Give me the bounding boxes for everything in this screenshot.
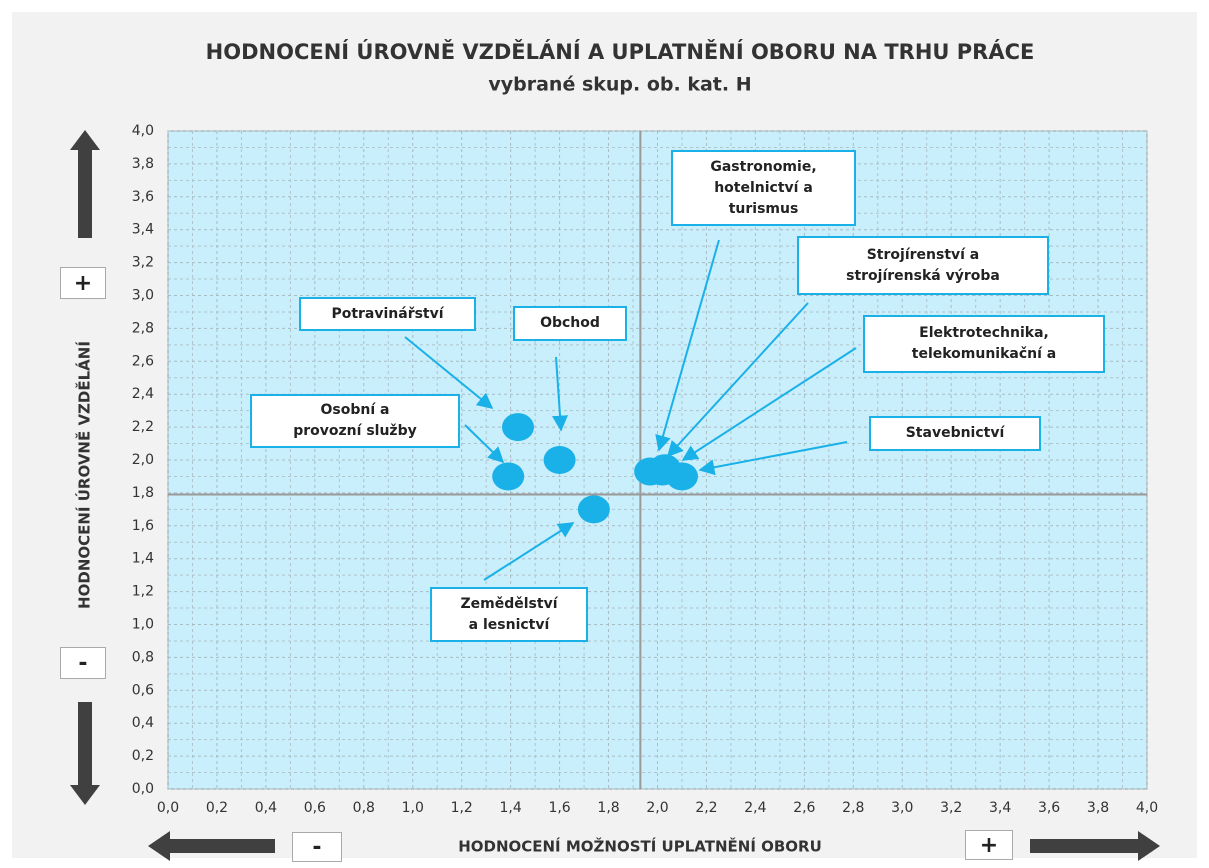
- chart-subtitle: vybrané skup. ob. kat. H: [488, 74, 751, 96]
- x-minus: -: [292, 832, 342, 862]
- x-tick-label: 2,6: [793, 800, 815, 816]
- annotation-arrow: [552, 356, 568, 432]
- annotation-arrow: [655, 239, 720, 452]
- annotation-box: Osobní a provozní služby: [250, 394, 460, 448]
- y-plus: +: [60, 267, 106, 299]
- x-tick-label: 1,8: [597, 800, 619, 816]
- y-tick-label: 3,8: [132, 156, 154, 172]
- x-plus: +: [965, 830, 1013, 860]
- y-tick-label: 0,8: [132, 649, 154, 665]
- annotation-box: Elektrotechnika, telekomunikační a: [863, 315, 1105, 373]
- point: [501, 413, 534, 442]
- x-tick-label: 3,0: [891, 800, 913, 816]
- x-tick-label: 2,8: [842, 800, 864, 816]
- chart-title: HODNOCENÍ ÚROVNĚ VZDĚLÁNÍ A UPLATNĚNÍ OB…: [206, 39, 1035, 64]
- y-tick-label: 1,6: [132, 518, 154, 534]
- y-tick-label: 3,2: [132, 255, 154, 271]
- y-tick-label: 2,6: [132, 353, 154, 369]
- down-arrow: [70, 702, 100, 805]
- x-tick-label: 2,0: [646, 800, 668, 816]
- x-tick-label: 3,8: [1087, 800, 1109, 816]
- annotation-box: Zemědělství a lesnictví: [430, 587, 588, 642]
- y-tick-label: 2,4: [132, 386, 154, 402]
- y-tick-label: 1,4: [132, 551, 154, 567]
- point: [492, 462, 525, 491]
- y-tick-label: 2,8: [132, 320, 154, 336]
- x-tick-label: 0,2: [206, 800, 228, 816]
- x-tick-label: 0,6: [304, 800, 326, 816]
- annotation-arrow: [698, 441, 848, 476]
- x-tick-label: 0,4: [255, 800, 277, 816]
- x-tick-label: 3,6: [1038, 800, 1060, 816]
- x-axis-label: HODNOCENÍ MOŽNOSTÍ UPLATNĚNÍ OBORU: [458, 837, 822, 856]
- y-tick-label: 0,2: [132, 748, 154, 764]
- annotation-box: Stavebnictví: [869, 416, 1041, 451]
- point: [577, 495, 610, 524]
- x-tick-label: 1,0: [402, 800, 424, 816]
- annotation-box: Strojírenství a strojírenská výroba: [797, 236, 1049, 295]
- y-tick-label: 0,6: [132, 682, 154, 698]
- y-tick-label: 2,2: [132, 419, 154, 435]
- annotation-arrow: [483, 522, 575, 581]
- annotation-box: Potravinářství: [299, 297, 476, 331]
- y-axis-label: HODNOCENÍ ÚROVNĚ VZDĚLÁNÍ: [75, 341, 94, 609]
- y-tick-label: 3,6: [132, 189, 154, 205]
- x-tick-label: 2,4: [744, 800, 766, 816]
- point: [665, 462, 698, 491]
- y-tick-label: 3,0: [132, 288, 154, 304]
- x-tick-label: 4,0: [1136, 800, 1158, 816]
- annotation-arrow: [681, 347, 857, 461]
- left-arrow: [148, 831, 275, 861]
- up-arrow: [70, 130, 100, 238]
- x-tick-label: 1,6: [548, 800, 570, 816]
- y-tick-label: 3,4: [132, 222, 154, 238]
- x-tick-label: 1,2: [451, 800, 473, 816]
- annotation-box: Gastronomie, hotelnictví a turismus: [671, 150, 856, 226]
- annotation-box: Obchod: [513, 306, 627, 341]
- y-tick-label: 0,0: [132, 781, 154, 797]
- x-tick-label: 3,2: [940, 800, 962, 816]
- annotation-arrow: [404, 336, 494, 410]
- y-tick-label: 1,0: [132, 617, 154, 633]
- right-arrow: [1030, 831, 1160, 861]
- x-tick-label: 0,8: [353, 800, 375, 816]
- y-tick-label: 2,0: [132, 452, 154, 468]
- x-tick-label: 1,4: [500, 800, 522, 816]
- x-tick-label: 0,0: [157, 800, 179, 816]
- x-tick-label: 3,4: [989, 800, 1011, 816]
- annotation-arrow: [666, 302, 809, 458]
- y-minus: -: [60, 647, 106, 679]
- y-tick-label: 4,0: [132, 123, 154, 139]
- y-tick-label: 1,8: [132, 485, 154, 501]
- y-tick-label: 1,2: [132, 584, 154, 600]
- point: [543, 446, 576, 474]
- annotation-arrow: [464, 424, 505, 464]
- x-tick-label: 2,2: [695, 800, 717, 816]
- y-tick-label: 0,4: [132, 715, 154, 731]
